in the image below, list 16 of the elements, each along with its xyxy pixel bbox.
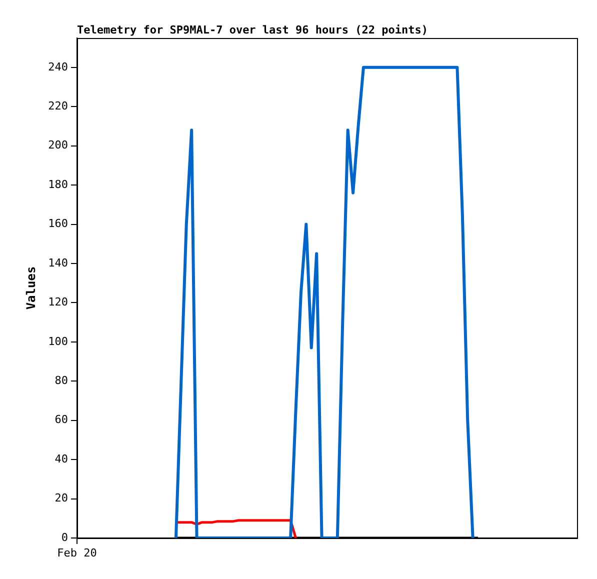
y-tick-label: 200: [48, 138, 68, 152]
y-axis-title: Values: [24, 266, 38, 310]
y-tick-label: 20: [54, 492, 68, 505]
x-tick-label: Feb 20: [57, 546, 97, 560]
y-tick-label: 40: [54, 452, 68, 466]
y-tick-label: 60: [54, 413, 68, 426]
y-tick-label: 80: [54, 374, 68, 387]
y-tick-label: 180: [48, 178, 68, 191]
y-tick-label: 220: [48, 99, 68, 112]
y-tick-label: 100: [48, 334, 68, 348]
y-tick-label: 140: [48, 256, 68, 270]
y-tick-label: 0: [61, 530, 68, 544]
y-tick-label: 240: [48, 60, 68, 74]
y-tick-label: 160: [48, 217, 68, 230]
y-tick-label: 120: [48, 296, 68, 309]
chart-title: Telemetry for SP9MAL-7 over last 96 hours (22 points): [77, 23, 428, 36]
